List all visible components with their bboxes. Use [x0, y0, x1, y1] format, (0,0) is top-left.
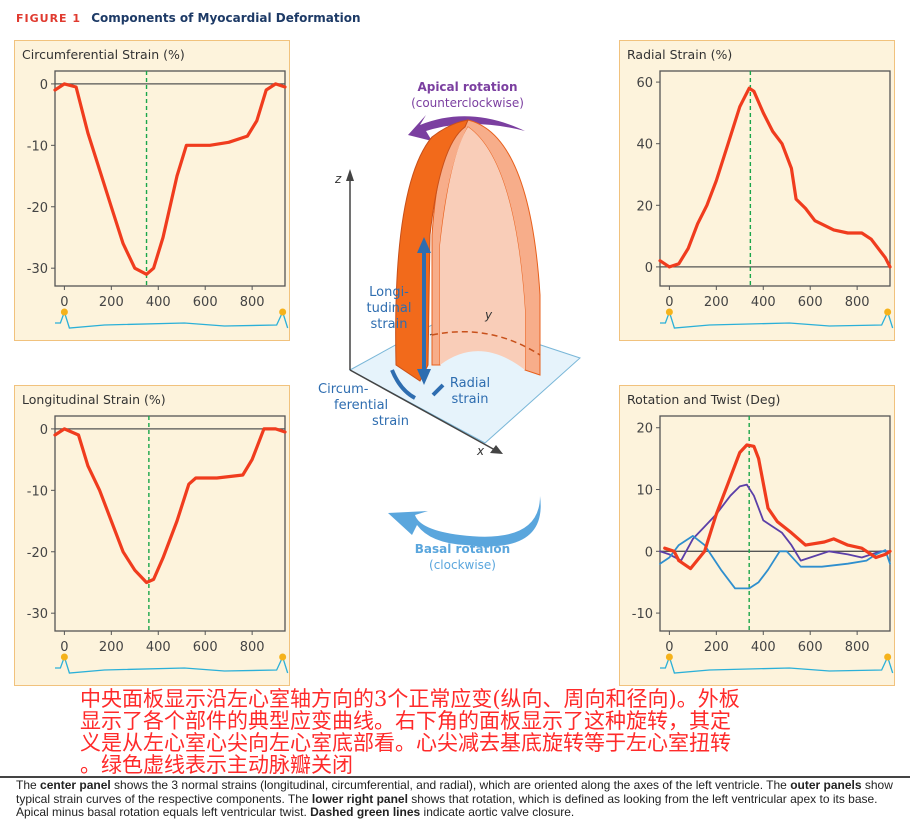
figure-title: Components of Myocardial Deformation [91, 11, 361, 25]
series-line [53, 82, 287, 276]
x-tick-label: 800 [240, 295, 265, 310]
series-line [659, 535, 891, 590]
series-line [663, 443, 892, 571]
series-line [53, 427, 287, 585]
ecg-marker [665, 308, 673, 316]
x-axis-label: x [476, 444, 485, 458]
y-axis-label: y [484, 308, 493, 322]
translation-overlay: 中央面板显示沿左心室轴方向的3个正常应变(纵向、周向和径向)。外板 显示了各个部… [80, 688, 740, 776]
translation-line: 。绿色虚线表示主动脉瓣关闭 [80, 753, 353, 777]
y-tick-label: 20 [636, 422, 653, 437]
ventricle-cut-wall [395, 119, 469, 382]
x-tick-label: 200 [704, 295, 729, 310]
ecg-trace [660, 309, 894, 329]
translation-line: 义是从左心室心尖向左心室底部看。心尖减去基底旋转等于左心室扭转 [80, 731, 731, 755]
x-tick-label: 0 [60, 640, 68, 655]
radial-strain-panel: 60 40 20 0 0 200 400 600 800 Radial Strain (%) [619, 40, 895, 341]
apical-rotation-label: Apical rotation (counterclockwise) [411, 80, 524, 110]
z-axis-label: z [334, 172, 342, 186]
panel-title: Circumferential Strain (%) [22, 47, 185, 62]
longitudinal-strain-panel: 0 -10 -20 -30 0 200 400 600 800 Longitudinal Stra… [14, 385, 290, 686]
x-tick-label: 600 [798, 640, 823, 655]
ecg-marker [665, 653, 673, 661]
x-tick-label: 600 [193, 640, 218, 655]
ecg-marker [884, 653, 892, 661]
longitudinal-strain-label: Longi-tudinal strain [366, 285, 412, 332]
y-tick-label: -20 [27, 546, 48, 561]
figure-caption: The center panel shows the 3 normal stra… [16, 778, 893, 819]
x-tick-label: 200 [704, 640, 729, 655]
translation-line: 中央面板显示沿左心室轴方向的3个正常应变(纵向、周向和径向)。外板 [80, 687, 740, 711]
x-tick-label: 400 [751, 295, 776, 310]
caption-top-rule [0, 776, 910, 778]
y-tick-label: 0 [645, 261, 653, 276]
series-line [659, 483, 891, 562]
panel-title: Longitudinal Strain (%) [22, 392, 166, 407]
ecg-marker [279, 308, 287, 316]
x-tick-label: 600 [193, 295, 218, 310]
panel-title: Radial Strain (%) [627, 47, 733, 62]
y-tick-label: 0 [645, 545, 653, 560]
radial-strain-label: Radial strain [449, 376, 491, 407]
ecg-marker [60, 308, 68, 316]
x-tick-label: 600 [798, 295, 823, 310]
translation-line: 显示了各个部件的典型应变曲线。右下角的面板显示了这种旋转，其定 [80, 709, 731, 733]
ecg-trace [55, 654, 289, 674]
x-tick-label: 800 [845, 295, 870, 310]
plot-frame [659, 415, 891, 632]
y-tick-label: 10 [636, 484, 653, 499]
x-tick-label: 0 [60, 295, 68, 310]
x-tick-label: 400 [146, 640, 171, 655]
basal-rotation-label: Basal rotation (clockwise) [414, 542, 511, 572]
ecg-trace [55, 309, 289, 329]
y-tick-label: -10 [27, 484, 48, 499]
ecg-marker [884, 308, 892, 316]
circumferential-strain-panel: 0 -10 -20 -30 0 200 400 600 800 Circumferential S… [14, 40, 290, 341]
y-tick-label: -10 [27, 139, 48, 154]
ecg-marker [279, 653, 287, 661]
ecg-trace [660, 654, 894, 674]
y-tick-label: -10 [632, 607, 653, 622]
radial-arrow [431, 383, 445, 397]
basal-rotation-arrow [388, 496, 541, 547]
x-tick-label: 800 [845, 640, 870, 655]
y-tick-label: -20 [27, 201, 48, 216]
ecg-marker [60, 653, 68, 661]
y-tick-label: -30 [27, 607, 48, 622]
figure-label: FIGURE 1 [16, 12, 82, 25]
y-tick-label: 60 [636, 76, 653, 91]
y-tick-label: -30 [27, 262, 48, 277]
x-axis [349, 369, 496, 451]
x-tick-label: 400 [146, 295, 171, 310]
x-tick-label: 400 [751, 640, 776, 655]
ventricle-illustration: z y x [334, 115, 581, 547]
x-tick-label: 800 [240, 640, 265, 655]
apical-rotation-arrow [408, 115, 525, 141]
plot-frame [54, 415, 286, 632]
x-tick-label: 200 [99, 640, 124, 655]
circumferential-strain-label: Circum-ferential strain [318, 382, 410, 429]
circumferential-arrow [390, 369, 417, 400]
y-tick-label: 20 [636, 199, 653, 214]
plot-frame [659, 70, 891, 287]
rotation-twist-panel: 20 10 0 -10 0 200 400 600 800 Rotation and Twist … [619, 385, 895, 686]
series-line [658, 86, 892, 269]
y-tick-label: 0 [40, 78, 48, 93]
x-tick-label: 200 [99, 295, 124, 310]
x-tick-label: 0 [665, 640, 673, 655]
panel-title: Rotation and Twist (Deg) [627, 392, 781, 407]
y-tick-label: 0 [40, 423, 48, 438]
plot-frame [54, 70, 286, 287]
x-tick-label: 0 [665, 295, 673, 310]
y-tick-label: 40 [636, 138, 653, 153]
figure-header: FIGURE 1 Components of Myocardial Deform… [16, 11, 361, 25]
